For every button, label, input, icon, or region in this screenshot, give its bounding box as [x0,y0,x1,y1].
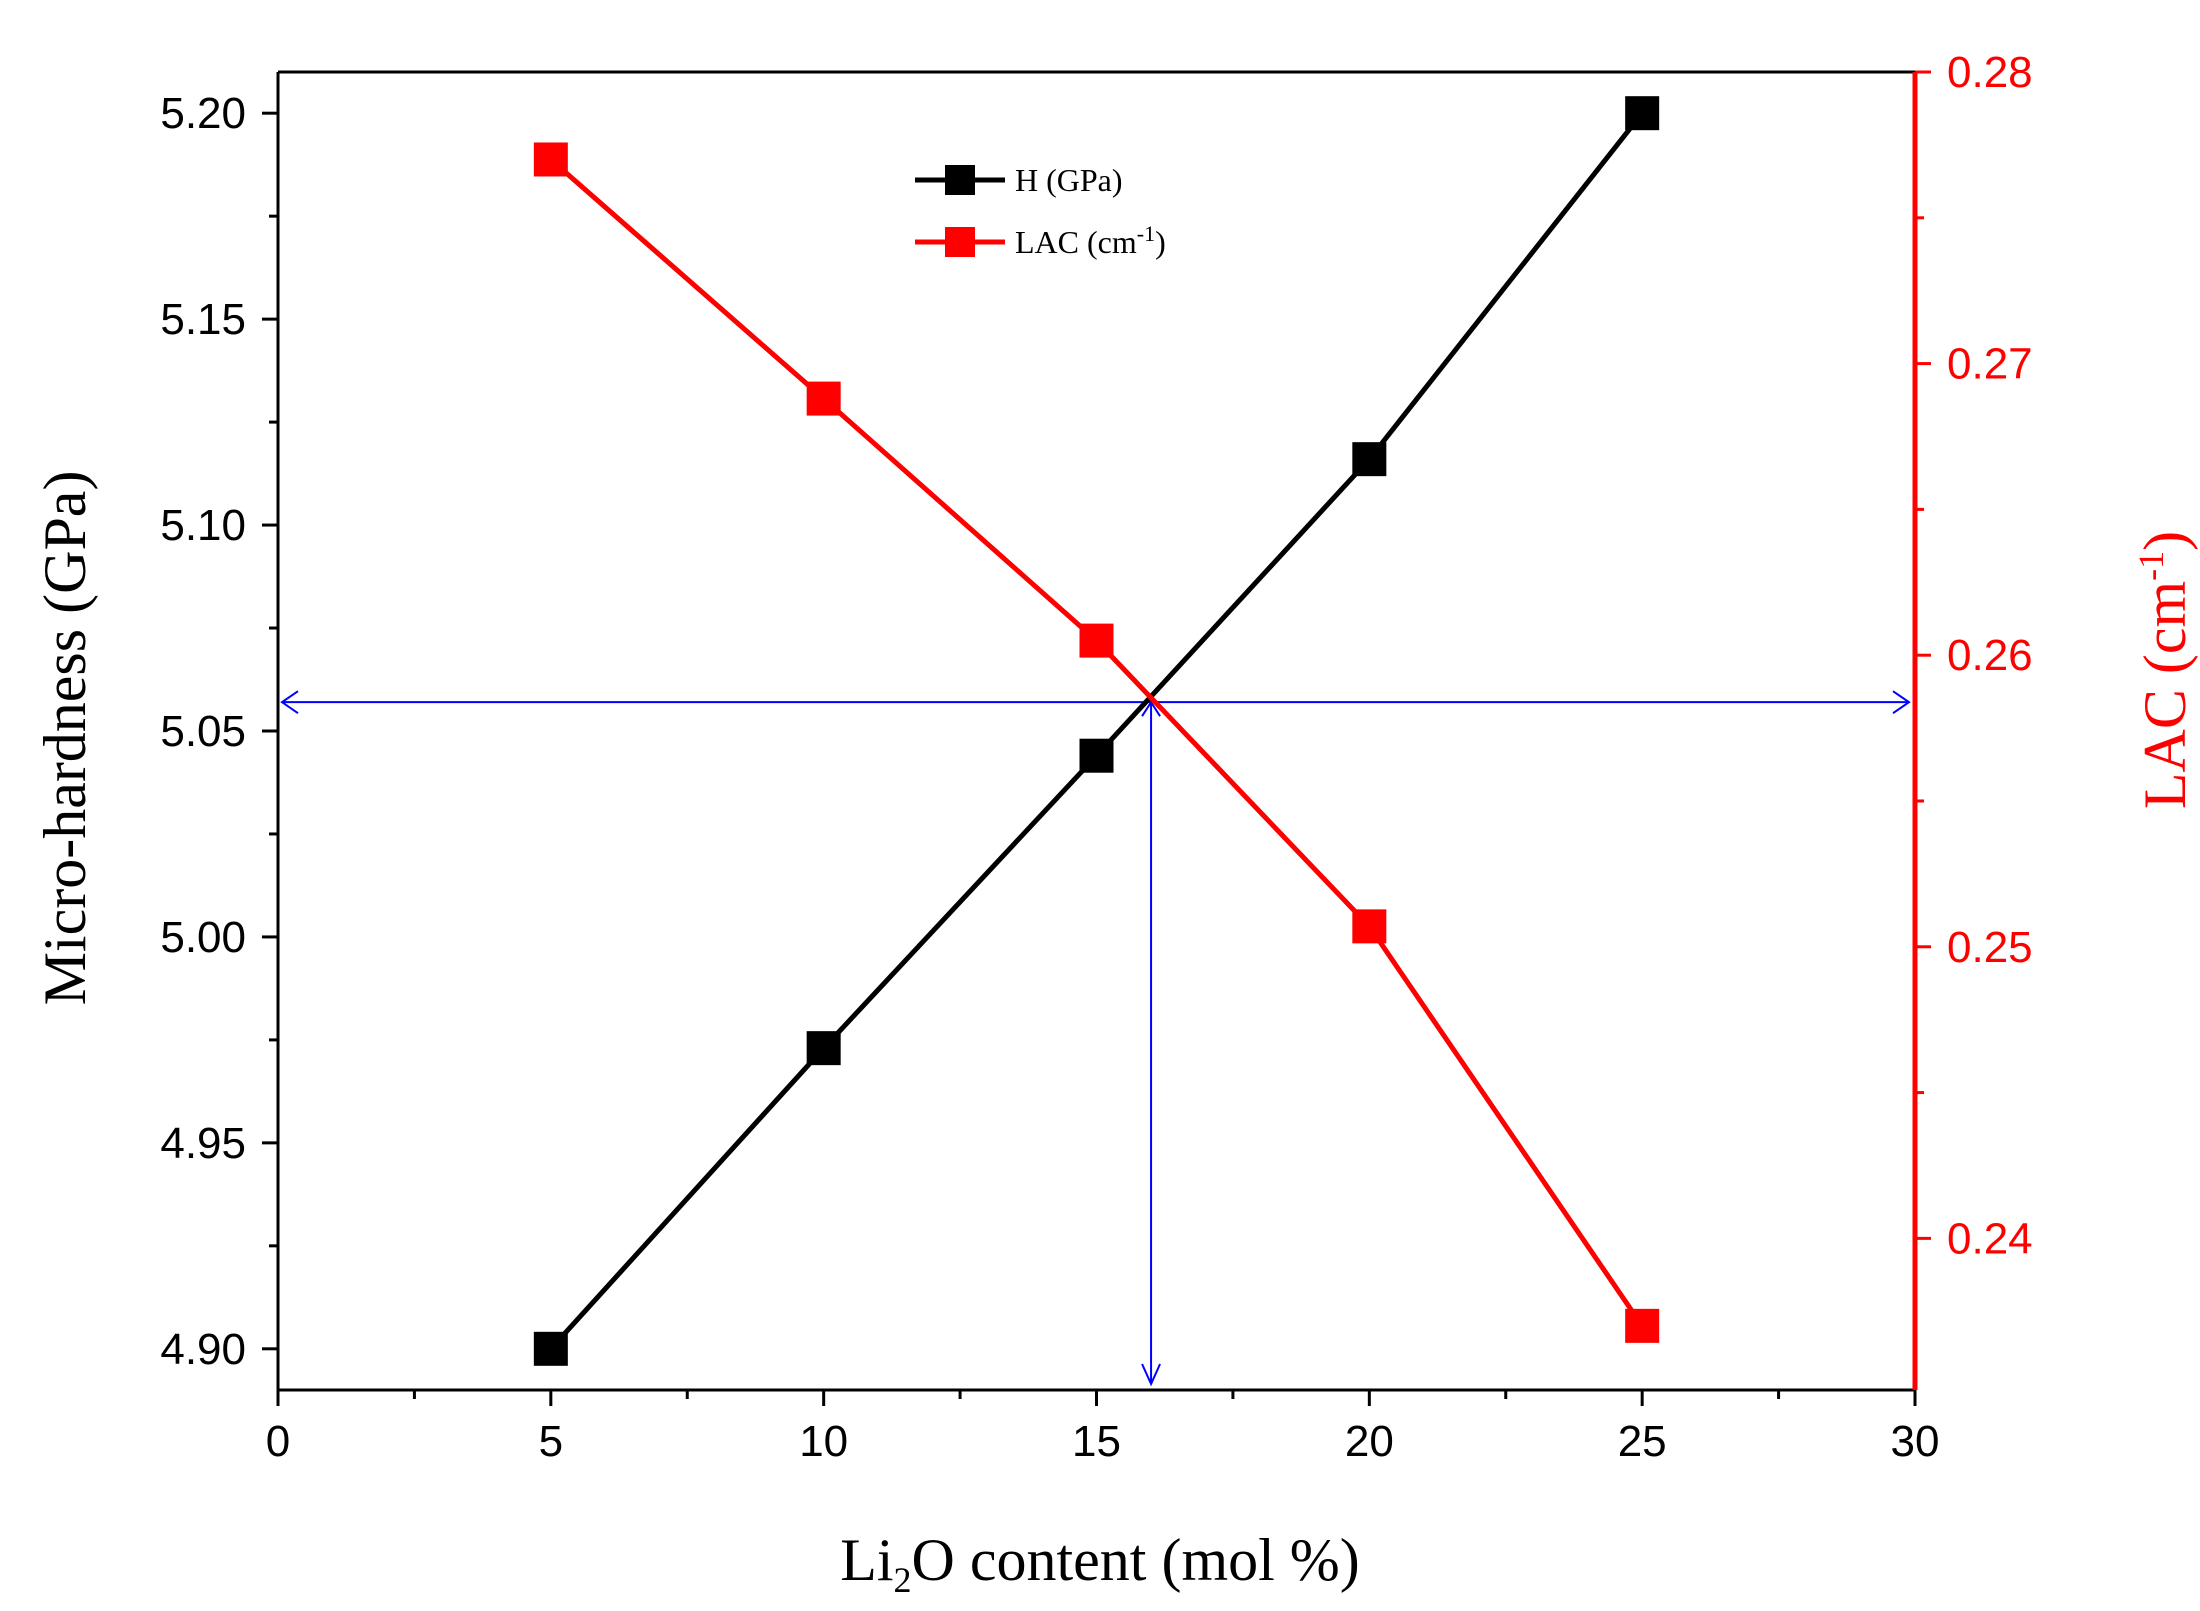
x-tick-label: 5 [539,1417,563,1466]
legend-label-0: H (GPa) [1015,162,1123,198]
legend-label-sup: -1 [1137,221,1155,246]
y-axis-right-title-main: LAC (cm [2132,581,2198,809]
series-0-marker [1079,738,1114,773]
y-axis-left-title: Micro-hardness (GPa) [32,471,98,1006]
series-0-marker [1625,96,1660,131]
series-0-line [548,111,1645,1351]
y-right-tick-label: 0.26 [1947,631,2033,680]
crossover-arrowhead-center [1141,700,1161,717]
y-axis-right-title-end: ) [2132,531,2198,551]
crossover-arrowhead-right [1892,690,1911,714]
legend-label-1: LAC (cm-1) [1015,221,1166,260]
y-right-tick-label: 0.24 [1947,1214,2033,1263]
x-tick-label: 30 [1891,1417,1940,1466]
crossover-guides [280,690,1911,1387]
y-left-tick-label: 5.05 [160,707,246,756]
crossover-arrowhead-down [1141,1363,1161,1387]
x-axis-title: Li2O content (mol %) [840,1527,1360,1600]
series-1-marker [1079,623,1114,658]
legend-label-end: ) [1155,224,1166,260]
y-axis-right-title-sup: -1 [2131,551,2171,581]
y-right-tick-label: 0.25 [1947,923,2033,972]
x-axis: 0 5 10 15 20 25 30 [266,1390,1940,1466]
y-left-tick-label: 4.95 [160,1119,246,1168]
series-0-marker [806,1031,841,1066]
plot-frame [276,70,1918,1392]
series-1-marker [1625,1308,1660,1343]
series-1-marker [806,381,841,416]
x-tick-label: 25 [1618,1417,1667,1466]
y-axis-right: 0.24 0.25 0.26 0.27 0.28 [1915,48,2033,1263]
y-right-tick-label: 0.27 [1947,340,2033,389]
y-left-tick-label: 5.10 [160,501,246,550]
y-left-tick-label: 5.20 [160,89,246,138]
x-tick-label: 0 [266,1417,290,1466]
legend: H (GPa) LAC (cm-1) [915,162,1166,260]
series-layer [533,96,1660,1366]
x-axis-title-post: O content (mol %) [912,1527,1360,1593]
y-left-tick-label: 5.00 [160,913,246,962]
series-1-marker [1352,909,1387,944]
y-axis-left: 4.90 4.95 5.00 5.05 5.10 5.15 5.20 [160,89,278,1374]
legend-marker-1 [945,227,975,257]
series-0-marker [1352,442,1387,477]
legend-marker-0 [945,165,975,195]
y-right-tick-label: 0.28 [1947,48,2033,97]
x-axis-title-sub: 2 [894,1560,912,1600]
x-tick-label: 10 [799,1417,848,1466]
legend-label-main: LAC (cm [1015,224,1137,260]
crossover-arrowhead-left [280,690,299,714]
y-left-tick-label: 4.90 [160,1325,246,1374]
y-left-tick-label: 5.15 [160,295,246,344]
x-axis-title-pre: Li [840,1527,893,1593]
x-tick-label: 15 [1072,1417,1121,1466]
series-1-marker [533,142,568,177]
x-tick-label: 20 [1345,1417,1394,1466]
series-0-marker [533,1331,568,1366]
y-axis-right-title: LAC (cm-1) [2131,531,2198,809]
